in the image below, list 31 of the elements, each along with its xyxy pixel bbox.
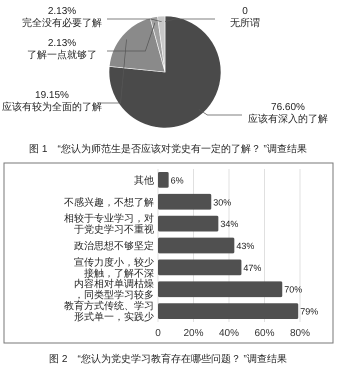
caption: 图 2 “您认为党史学习教育存在哪些问题？ ”调查结果	[49, 353, 287, 365]
x-tick-label: 0	[155, 328, 162, 339]
caption: 图 1 “您认为师范生是否应该对党史有一定的了解？ ”调查结果	[29, 143, 307, 155]
y-tick-label: 政治思想不够坚定	[74, 240, 154, 252]
slice-label: 应该有深入的了解	[248, 113, 328, 125]
text: 0	[242, 6, 248, 17]
slice-label: 完全没有必要了解	[22, 17, 102, 29]
data-label: 43%	[236, 241, 254, 251]
legend-label: 无所谓	[230, 17, 260, 29]
x-tick-label: 40%	[218, 328, 240, 339]
data-label: 6%	[170, 175, 184, 186]
y-tick-label: 不感兴趣，不想了解	[64, 196, 154, 208]
y-tick-label: 其他	[134, 174, 154, 186]
data-label: 79%	[300, 306, 318, 317]
data-label: 2.13%	[48, 38, 76, 49]
x-tick-label: 20%	[183, 328, 204, 339]
data-label: 2.13%	[48, 6, 76, 17]
data-label: 70%	[284, 284, 302, 295]
data-label: 30%	[213, 197, 232, 208]
x-tick-label: 80%	[290, 328, 310, 339]
y-tick-label: 相较于专业学习，对于党史学习不重视	[64, 212, 154, 236]
data-label: 34%	[220, 219, 238, 230]
data-label: 47%	[243, 262, 262, 273]
data-label: 19.15%	[35, 90, 70, 101]
y-tick-label: 宣传力度小，较少接触，了解不深	[74, 256, 154, 280]
y-tick-label: 教育方式传统、学习形式单一，实践少	[64, 300, 154, 324]
data-label: 76.60%	[271, 102, 306, 113]
y-tick-label: 内容相对单调枯燥，同类型学习较多	[74, 278, 154, 302]
slice-label: 了解一点就够了	[27, 49, 97, 61]
slice-label: 应该有较为全面的了解	[2, 101, 102, 113]
x-tick-label: 60%	[254, 328, 275, 339]
